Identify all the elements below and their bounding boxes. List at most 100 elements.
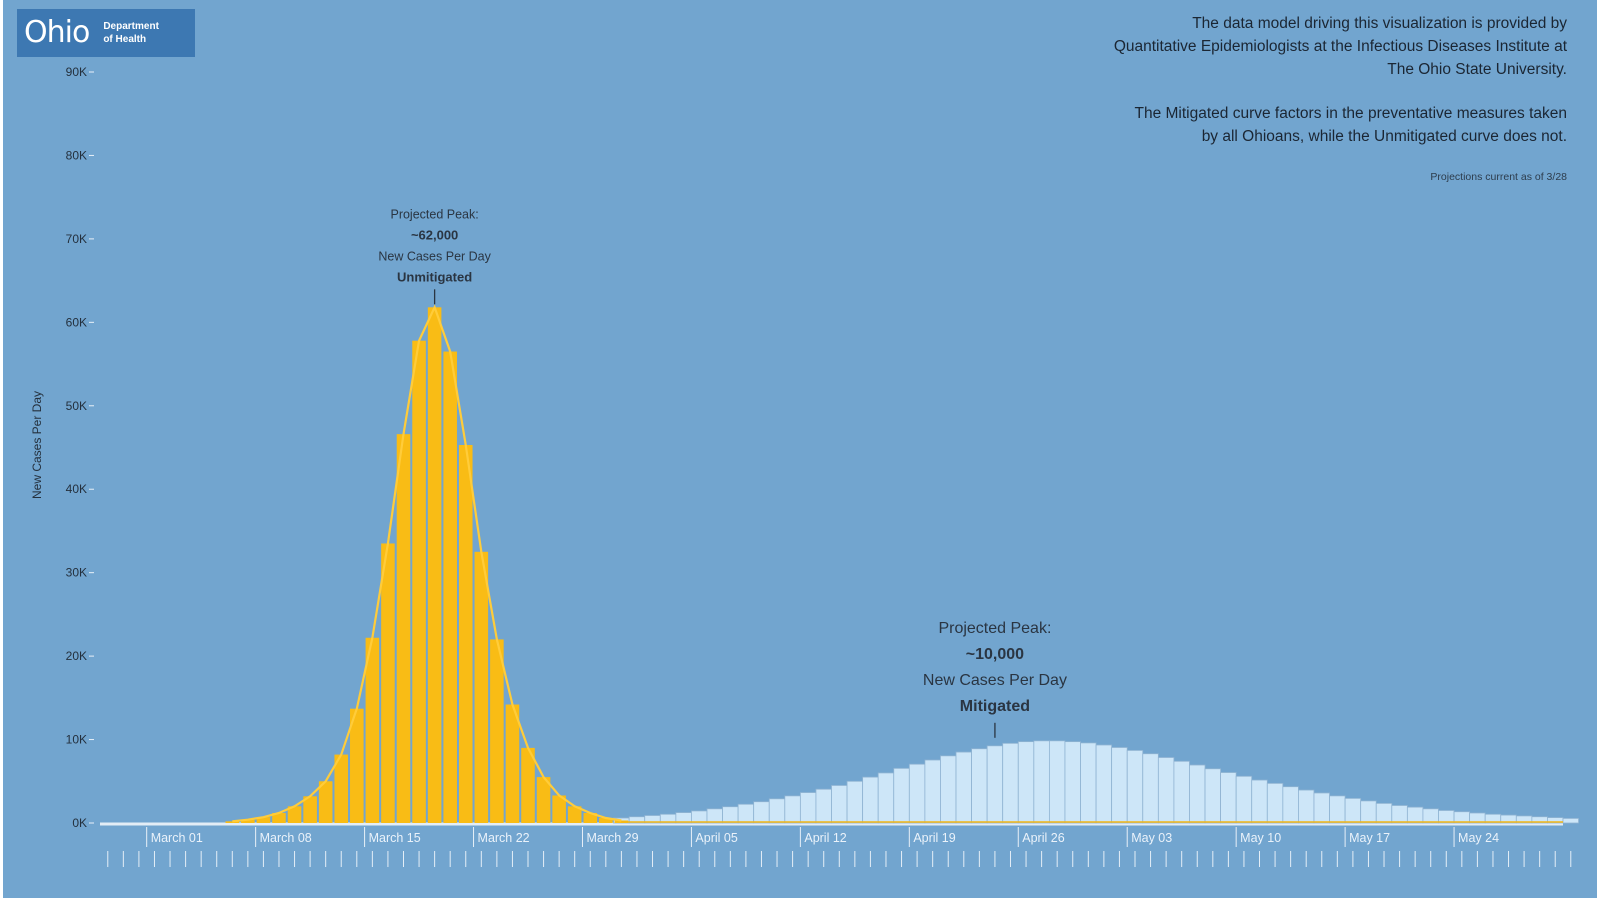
- unmitigated-bar: [474, 551, 489, 823]
- mitigated-bar: [1048, 740, 1066, 824]
- mitigated-bar: [1064, 741, 1081, 824]
- mitigated-bar: [1111, 747, 1128, 824]
- y-axis-tick-label: 90K: [66, 65, 87, 79]
- mitigated-bar: [1157, 757, 1175, 824]
- peak-annotation-line: New Cases Per Day: [378, 249, 491, 263]
- x-axis-date-label: April 12: [804, 831, 846, 845]
- chart-panel: Ohio Department of Health The data model…: [3, 0, 1597, 898]
- mitigated-bar: [846, 780, 864, 824]
- mitigated-bar: [799, 792, 817, 824]
- mitigated-bar: [1173, 760, 1190, 824]
- note-line-1: The data model driving this visualizatio…: [1192, 15, 1567, 32]
- unmitigated-bar: [536, 777, 551, 823]
- mitigated-bar: [1344, 797, 1362, 824]
- mitigated-bar: [1360, 800, 1377, 824]
- unmitigated-bar: [599, 817, 613, 823]
- mitigated-bar: [1235, 775, 1253, 824]
- unmitigated-bar: [241, 819, 255, 823]
- x-axis-date-label: March 29: [586, 831, 638, 845]
- x-axis-date-label: May 10: [1240, 831, 1281, 845]
- unmitigated-bar: [381, 543, 395, 823]
- mitigated-bar: [1375, 802, 1393, 824]
- data-source-notes: The data model driving this visualizatio…: [1007, 12, 1567, 189]
- x-axis-date-label: March 22: [478, 831, 530, 845]
- mitigated-bar: [1391, 805, 1408, 824]
- peak-annotation-line: Projected Peak:: [938, 620, 1051, 637]
- mitigated-bar: [862, 776, 879, 824]
- y-axis-tick-label: 10K: [66, 733, 87, 747]
- logo-ohio-wordmark: Ohio: [24, 15, 90, 50]
- mitigated-bar: [1562, 818, 1579, 824]
- y-axis-tick-label: 40K: [66, 482, 87, 496]
- mitigated-bar: [877, 772, 895, 824]
- unmitigated-bar: [412, 340, 426, 823]
- unmitigated-bar: [521, 747, 535, 823]
- mitigated-bar: [737, 803, 755, 824]
- y-axis-tick-label: 60K: [66, 315, 87, 329]
- cases-chart: 0K 10K 20K 30K 40K 50K 60K 70K 80K 90K New Cases P…: [30, 65, 1579, 867]
- note-line-2: Quantitative Epidemiologists at the Infe…: [1113, 38, 1567, 55]
- unmitigated-bar: [505, 704, 520, 823]
- unmitigated-bar: [552, 795, 566, 823]
- unmitigated-bar: [427, 307, 442, 823]
- peak-annotation-line: Unmitigated: [397, 269, 472, 284]
- unmitigated-curve-line: [232, 304, 622, 823]
- y-axis-tick-label: 80K: [66, 148, 87, 162]
- mitigated-bar: [1313, 792, 1330, 824]
- mitigated-bar: [1033, 740, 1050, 824]
- unmitigated-bar: [490, 639, 504, 823]
- y-axis-title: New Cases Per Day: [30, 391, 44, 499]
- unmitigated-bar: [365, 637, 380, 823]
- unmitigated-bar: [458, 444, 473, 823]
- y-axis-tick-label: 0K: [72, 816, 87, 830]
- x-axis-date-label: March 08: [260, 831, 312, 845]
- mitigated-bar: [986, 745, 1004, 824]
- mitigated-bar: [1126, 750, 1144, 824]
- peak-annotation-line: Mitigated: [960, 698, 1030, 715]
- x-axis-date-label: March 01: [151, 831, 203, 845]
- x-axis-date-label: May 17: [1349, 831, 1390, 845]
- unmitigated-bar: [567, 806, 582, 823]
- mitigated-bar: [768, 798, 786, 824]
- mitigated-bar: [1204, 768, 1221, 824]
- unmitigated-bar: [287, 806, 302, 823]
- mitigated-bar: [831, 785, 848, 824]
- x-axis-date-label: April 26: [1022, 831, 1064, 845]
- logo-dept-line1: Department: [103, 21, 159, 32]
- mitigated-bar: [1017, 741, 1035, 824]
- mitigated-bar: [1095, 744, 1113, 824]
- unmitigated-bar: [318, 781, 333, 823]
- mitigated-bar: [955, 751, 972, 824]
- unmitigated-bar: [443, 351, 457, 823]
- mitigated-bar: [1266, 782, 1284, 824]
- logo-department-text: Department of Health: [103, 20, 159, 46]
- peak-annotation-line: ~62,000: [411, 227, 458, 242]
- mitigated-bar: [1282, 786, 1299, 824]
- projections-as-of: Projections current as of 3/28: [1430, 171, 1567, 183]
- mitigated-bar: [1422, 808, 1439, 824]
- mitigated-bar: [1298, 789, 1315, 824]
- x-axis-date-label: April 19: [913, 831, 955, 845]
- mitigated-bar: [924, 759, 941, 824]
- mitigated-bar: [1220, 772, 1237, 824]
- y-axis-tick-label: 30K: [66, 566, 87, 580]
- logo-dept-line2: of Health: [103, 34, 147, 45]
- mitigated-bar: [784, 795, 801, 824]
- mitigated-bar: [815, 788, 832, 824]
- note-line-3: The Ohio State University.: [1387, 61, 1567, 78]
- mitigated-bar: [1002, 742, 1019, 824]
- mitigated-bar: [1080, 742, 1097, 824]
- peak-annotation-line: Projected Peak:: [390, 207, 478, 221]
- y-axis-tick-label: 70K: [66, 232, 87, 246]
- unmitigated-bar: [272, 812, 286, 823]
- unmitigated-bar: [334, 754, 349, 823]
- mitigated-bar: [1251, 779, 1268, 824]
- mitigated-bar: [1329, 795, 1346, 824]
- unmitigated-bar: [350, 708, 364, 823]
- x-axis-date-label: May 24: [1458, 831, 1499, 845]
- mitigated-bar: [908, 763, 926, 824]
- mitigated-bar: [691, 810, 708, 824]
- peak-annotation-line: New Cases Per Day: [923, 672, 1067, 689]
- note-line-5: by all Ohioans, while the Unmitigated cu…: [1201, 128, 1567, 145]
- peak-annotation-line: ~10,000: [966, 646, 1024, 663]
